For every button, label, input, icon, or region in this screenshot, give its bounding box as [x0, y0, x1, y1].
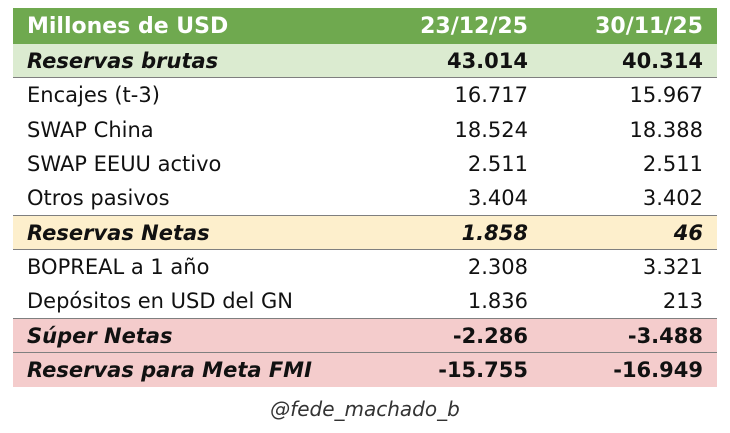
row-super-net: Súper Netas -2.286 -3.488 [13, 319, 717, 353]
row-label: Reservas para Meta FMI [27, 358, 312, 382]
row-imf-target: Reservas para Meta FMI -15.755 -16.949 [13, 353, 717, 387]
row-treasury-deposits: Depósitos en USD del GN 1.836 213 [13, 285, 717, 319]
row-value-1: 1.836 [467, 289, 528, 314]
row-value-1: 3.404 [467, 186, 528, 211]
row-label: Reservas brutas [27, 48, 219, 73]
header-date-2: 30/11/25 [595, 13, 703, 39]
row-value-1: 2.511 [467, 152, 528, 177]
row-value-2: 3.402 [642, 186, 703, 211]
row-value-2: -3.488 [627, 323, 703, 348]
row-swap-china: SWAP China 18.524 18.388 [13, 113, 717, 148]
row-label: Encajes (t-3) [27, 83, 160, 108]
row-label: BOPREAL a 1 año [27, 255, 210, 280]
row-label: SWAP China [27, 117, 154, 142]
row-value-1: -15.755 [438, 358, 528, 382]
row-bopreal: BOPREAL a 1 año 2.308 3.321 [13, 250, 717, 285]
row-value-1: 43.014 [446, 48, 528, 73]
row-swap-usa: SWAP EEUU activo 2.511 2.511 [13, 147, 717, 182]
row-other-liabilities: Otros pasivos 3.404 3.402 [13, 182, 717, 216]
row-value-2: 213 [662, 289, 703, 314]
row-value-2: 2.511 [642, 152, 703, 177]
row-label: Otros pasivos [27, 186, 170, 211]
header-date-1: 23/12/25 [420, 13, 528, 39]
row-label: SWAP EEUU activo [27, 152, 222, 177]
row-value-2: -16.949 [613, 358, 703, 382]
row-label: Súper Netas [27, 323, 173, 348]
row-value-1: -2.286 [452, 323, 528, 348]
row-net-reserves: Reservas Netas 1.858 46 [13, 216, 717, 250]
row-value-1: 2.308 [467, 255, 528, 280]
row-value-2: 15.967 [629, 83, 703, 108]
author-credit: @fede_machado_b [270, 397, 460, 421]
table-header: Millones de USD 23/12/25 30/11/25 [13, 8, 717, 44]
header-label: Millones de USD [27, 13, 229, 39]
row-value-2: 18.388 [629, 117, 703, 142]
row-value-2: 3.321 [642, 255, 703, 280]
row-label: Reservas Netas [27, 220, 210, 245]
row-reserve-requirements: Encajes (t-3) 16.717 15.967 [13, 78, 717, 113]
row-value-2: 40.314 [621, 48, 703, 73]
row-value-1: 18.524 [454, 117, 528, 142]
row-label: Depósitos en USD del GN [27, 289, 293, 314]
reserves-table: Millones de USD 23/12/25 30/11/25 Reserv… [13, 8, 717, 387]
row-value-1: 16.717 [454, 83, 528, 108]
row-value-2: 46 [673, 220, 703, 245]
row-value-1: 1.858 [461, 220, 528, 245]
row-gross-reserves: Reservas brutas 43.014 40.314 [13, 44, 717, 78]
